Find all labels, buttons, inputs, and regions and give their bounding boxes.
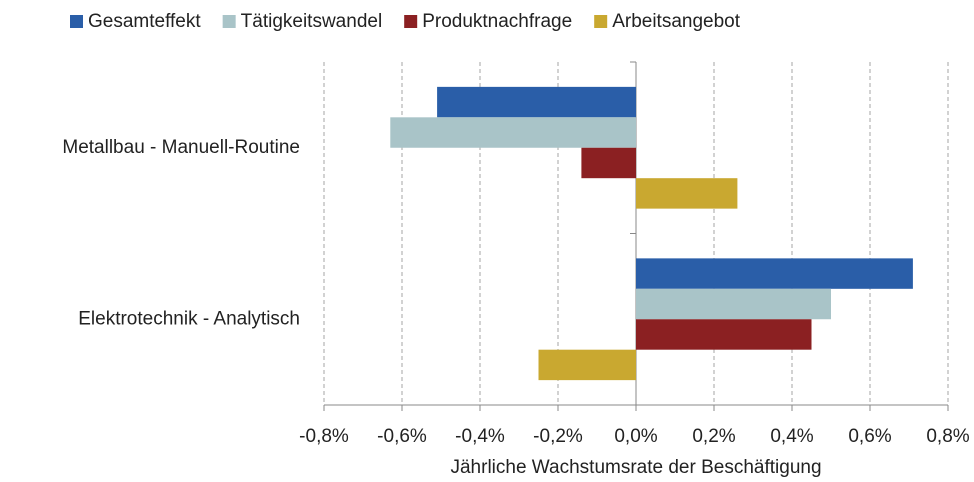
legend-label: Arbeitsangebot [612, 11, 741, 32]
legend-swatch [70, 15, 83, 28]
legend-swatch [594, 15, 608, 28]
legend-label: Tätigkeitswandel [241, 11, 383, 32]
bar [437, 86, 636, 118]
y-tick-label: Metallbau - Manuell-Routine [62, 137, 300, 158]
bar [390, 117, 636, 148]
x-tick-label: 0,4% [770, 426, 813, 447]
x-axis-title: Jährliche Wachstumsrate der Beschäftigun… [450, 457, 821, 478]
bar [636, 288, 831, 320]
bar [636, 258, 913, 289]
x-tick-label: -0,6% [377, 426, 427, 447]
bar [581, 147, 636, 179]
legend-swatch [222, 15, 236, 28]
x-tick-label: -0,4% [455, 426, 505, 447]
y-tick-label: Elektrotechnik - Analytisch [78, 308, 300, 329]
x-tick-label: -0,8% [299, 426, 349, 447]
x-tick-label: -0,2% [533, 426, 583, 447]
x-tick-label: 0,0% [614, 426, 657, 447]
legend-label: Produktnachfrage [422, 11, 572, 32]
bar [538, 349, 636, 381]
legend-swatch [404, 15, 418, 28]
x-tick-label: 0,6% [848, 426, 891, 447]
legend-label: Gesamteffekt [88, 11, 201, 32]
bar [636, 319, 812, 350]
bar [636, 178, 738, 209]
x-tick-label: 0,2% [692, 426, 735, 447]
x-tick-label: 0,8% [926, 426, 969, 447]
